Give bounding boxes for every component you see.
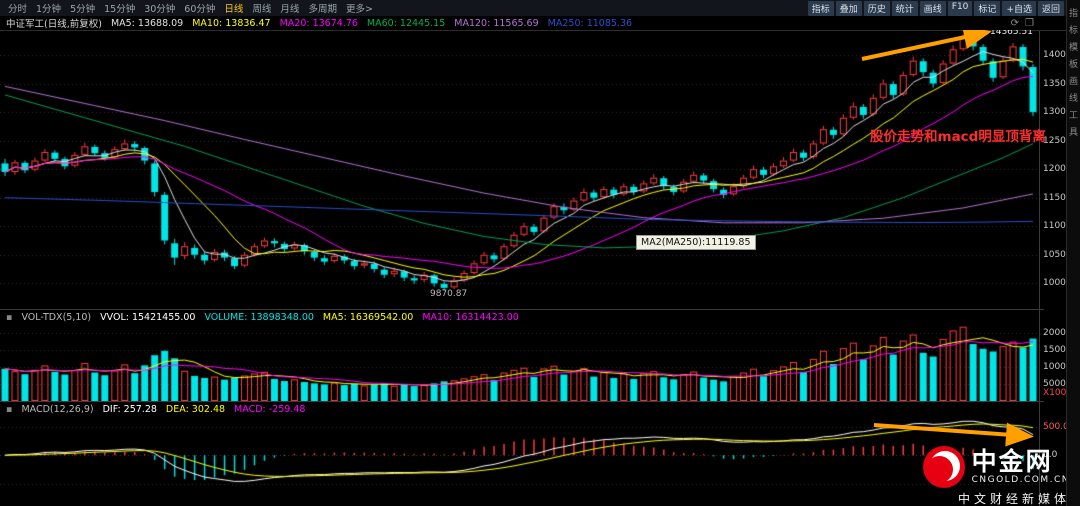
- volume-axis-label: 10000: [1043, 362, 1072, 373]
- topbar: 分时 1分钟 5分钟 15分钟 30分钟 60分钟 日线 周线 月线 多周期 更多> 指标 叠加 历史统…: [0, 0, 1080, 16]
- period-item-5分钟[interactable]: 5分钟: [70, 4, 96, 15]
- ma-legend-item: MA10: 13836.47: [192, 17, 271, 29]
- macd-panel-header: ▪ MACD(12,26,9) DIF: 257.28 DEA: 302.48 MACD…: [0, 401, 1044, 416]
- chart-stack: ▪ VOL-TDX(5,10) VVOL: 15421455.00 VOLUME: 1…: [0, 25, 1080, 506]
- volume-axis-label: 5000: [1043, 379, 1066, 390]
- volume-chart[interactable]: [0, 323, 1038, 401]
- right-toolbar-strip: 指标模板画线工具: [1066, 0, 1080, 506]
- macd-axis-label: 500.0: [1043, 421, 1069, 432]
- right-strip-item[interactable]: 画: [1068, 77, 1078, 87]
- period-item-30分钟[interactable]: 30分钟: [144, 4, 176, 15]
- ma-legend-item: MA20: 13674.76: [279, 17, 358, 29]
- period-item-1分钟[interactable]: 1分钟: [36, 4, 62, 15]
- right-strip-item[interactable]: 线: [1068, 94, 1078, 104]
- period-item-60分钟[interactable]: 60分钟: [184, 4, 216, 15]
- price-axis-label: 12500: [1043, 135, 1072, 146]
- period-item-更多>[interactable]: 更多>: [345, 4, 373, 15]
- watermark-name: 中金网: [971, 446, 1053, 476]
- price-axis-label: 11000: [1043, 221, 1072, 232]
- period-item-日线[interactable]: 日线: [224, 4, 244, 15]
- divergence-annotation: 股价走势和macd明显顶背离: [870, 129, 1046, 145]
- toolbar-menu: 指标 叠加 历史 统计 画线 F10 标记 +自选 返回: [807, 0, 1080, 16]
- volume-legend-item: MA5: 16369542.00: [322, 311, 414, 323]
- ma-legend-item: MA5: 13688.09: [110, 17, 184, 29]
- toolbar-button-叠加[interactable]: 叠加: [835, 0, 862, 16]
- price-axis-label: 13000: [1043, 107, 1072, 118]
- right-strip-item[interactable]: 工: [1068, 111, 1078, 121]
- period-menu: 分时 1分钟 5分钟 15分钟 30分钟 60分钟 日线 周线 月线 多周期 更多>: [0, 1, 373, 15]
- volume-unit-label: X10000: [1043, 388, 1078, 398]
- info-icons: ⟳ ❐: [1011, 18, 1080, 29]
- cngold-logo-icon: [922, 446, 965, 488]
- macd-legend-item: MACD: -259.48: [234, 403, 306, 415]
- volume-panel-header: ▪ VOL-TDX(5,10) VVOL: 15421455.00 VOLUME: 1…: [0, 309, 1044, 324]
- volume-legend-item: VOL-TDX(5,10): [21, 311, 92, 323]
- period-item-月线[interactable]: 月线: [280, 4, 300, 15]
- price-axis-label: 12000: [1043, 164, 1072, 175]
- panel-bullet-icon: ▪: [6, 311, 13, 323]
- toolbar-button-统计[interactable]: 统计: [891, 0, 918, 16]
- ma-legend-item: MA250: 11085.36: [547, 17, 633, 29]
- stock-title: 中证军工(日线,前复权): [6, 19, 102, 30]
- low-price-label: 9870.87: [430, 289, 468, 299]
- ma-legend: MA5: 13688.09 MA10: 13836.47 MA20: 13674.7…: [111, 18, 632, 29]
- main-candlestick-chart[interactable]: [0, 31, 1038, 309]
- macd-down-arrow-annotation: [873, 422, 1034, 447]
- price-axis-label: 10500: [1043, 249, 1072, 260]
- macd-chart[interactable]: [0, 415, 1038, 506]
- macd-axis-label: 0.0: [1043, 450, 1058, 461]
- toolbar-button-返回[interactable]: 返回: [1037, 0, 1064, 16]
- price-axis-label: 14000: [1043, 49, 1072, 60]
- peak-price-label: 14365.51: [990, 27, 1033, 37]
- volume-axis-label: 15000: [1043, 345, 1072, 356]
- period-item-周线[interactable]: 周线: [252, 4, 272, 15]
- volume-legend-item: VOLUME: 13898348.00: [204, 311, 314, 323]
- refresh-icon[interactable]: ⟳: [1010, 17, 1020, 29]
- toolbar-button-标记[interactable]: 标记: [974, 0, 1001, 16]
- up-trend-arrow-annotation: [861, 25, 992, 61]
- ma250-tooltip: MA2(MA250):11119.85: [636, 235, 756, 250]
- ma-legend-item: MA60: 12445.15: [366, 17, 446, 29]
- macd-legend-item: DEA: 302.48: [165, 403, 226, 415]
- volume-legend-item: VVOL: 15421455.00: [100, 311, 196, 323]
- toolbar-button-画线[interactable]: 画线: [919, 0, 946, 16]
- infobar: 中证军工(日线,前复权) MA5: 13688.09 MA10: 13836.47…: [0, 16, 1080, 30]
- volume-legend-item: MA10: 16314423.00: [422, 311, 519, 323]
- right-strip-item[interactable]: 模: [1068, 43, 1078, 53]
- axis-divider: [1039, 31, 1040, 506]
- watermark-url: CNGOLD.COM.CN: [971, 475, 1070, 486]
- right-strip-item[interactable]: 板: [1068, 60, 1078, 70]
- ma-legend-item: MA120: 11565.69: [454, 17, 539, 29]
- price-axis-label: 11500: [1043, 192, 1072, 203]
- toolbar-button-指标[interactable]: 指标: [807, 0, 834, 16]
- right-strip-item[interactable]: 指: [1068, 9, 1078, 19]
- price-axis-label: 13500: [1043, 78, 1072, 89]
- macd-legend-item: DIF: 257.28: [102, 403, 157, 415]
- toolbar-button-+自选[interactable]: +自选: [1002, 0, 1036, 16]
- period-item-多周期[interactable]: 多周期: [308, 4, 337, 15]
- window-icon[interactable]: ❐: [1025, 17, 1034, 29]
- period-item-分时[interactable]: 分时: [8, 4, 28, 15]
- watermark-tagline: 中文财经新媒体: [957, 492, 1070, 506]
- toolbar-button-历史[interactable]: 历史: [863, 0, 890, 16]
- price-axis-label: 10000: [1043, 278, 1072, 289]
- period-item-15分钟[interactable]: 15分钟: [104, 4, 136, 15]
- right-strip-item[interactable]: 标: [1068, 26, 1078, 36]
- right-strip-item[interactable]: 具: [1068, 128, 1078, 138]
- macd-legend-item: MACD(12,26,9): [21, 403, 94, 415]
- panel-bullet-icon: ▪: [6, 403, 13, 415]
- volume-axis-label: 20000: [1043, 328, 1072, 339]
- cngold-watermark: 中金网 CNGOLD.COM.CN 中文财经新媒体: [922, 446, 1070, 506]
- toolbar-button-F10[interactable]: F10: [947, 0, 973, 16]
